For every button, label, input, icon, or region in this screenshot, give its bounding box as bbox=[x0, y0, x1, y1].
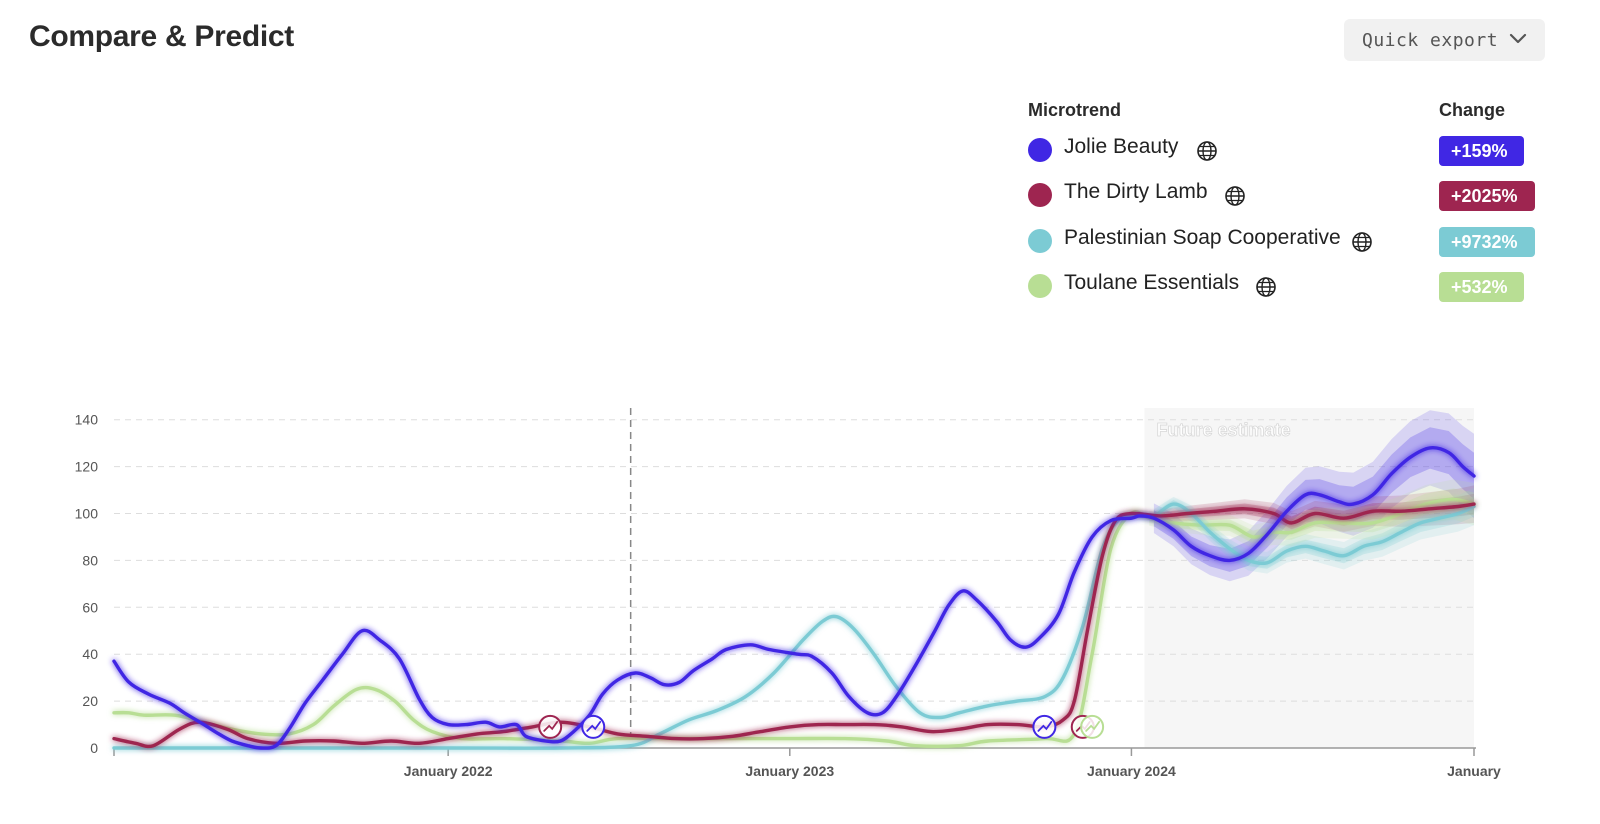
legend-color-dot bbox=[1028, 138, 1052, 162]
page-title: Compare & Predict bbox=[29, 20, 294, 53]
legend-item[interactable]: Jolie Beauty +159% bbox=[1028, 133, 1548, 166]
y-tick-label: 80 bbox=[82, 552, 98, 568]
legend-color-dot bbox=[1028, 183, 1052, 207]
trend-marker-icon bbox=[586, 720, 602, 732]
legend-item-label: Palestinian Soap Cooperative bbox=[1064, 226, 1341, 249]
confidence-band bbox=[1153, 410, 1474, 582]
legend-item-label: The Dirty Lamb bbox=[1064, 180, 1208, 203]
legend-header-change: Change bbox=[1439, 100, 1506, 120]
confidence-band bbox=[1149, 488, 1474, 544]
trend-marker-icon bbox=[1037, 720, 1053, 732]
change-badge: +2025% bbox=[1439, 181, 1535, 211]
series-line bbox=[112, 497, 1476, 748]
series-line bbox=[112, 446, 1476, 750]
legend-item-label: Jolie Beauty bbox=[1064, 135, 1179, 158]
legend-item[interactable]: Palestinian Soap Cooperative +9732% bbox=[1028, 224, 1548, 257]
y-tick-label: 0 bbox=[90, 740, 98, 756]
trend-marker-icon bbox=[543, 720, 559, 732]
x-tick-label: January bbox=[1447, 763, 1501, 779]
confidence-band bbox=[1153, 427, 1474, 572]
x-tick-label: January 2023 bbox=[745, 763, 834, 779]
future-estimate-label: Future estimate bbox=[1157, 420, 1291, 440]
y-tick-label: 20 bbox=[82, 693, 98, 709]
change-badge: +159% bbox=[1439, 136, 1524, 166]
globe-icon[interactable] bbox=[1351, 231, 1373, 253]
series-line bbox=[112, 502, 1476, 749]
legend-color-dot bbox=[1028, 274, 1052, 298]
legend-header-microtrend: Microtrend bbox=[1028, 100, 1122, 120]
change-badge: +532% bbox=[1439, 272, 1524, 302]
confidence-band bbox=[1160, 493, 1474, 530]
globe-icon[interactable] bbox=[1255, 276, 1277, 298]
quick-export-button[interactable]: Quick export bbox=[1344, 19, 1545, 61]
legend-item[interactable]: The Dirty Lamb +2025% bbox=[1028, 178, 1548, 211]
legend-item-label: Toulane Essentials bbox=[1064, 271, 1240, 294]
y-tick-label: 100 bbox=[75, 506, 99, 522]
trend-marker-icon bbox=[1085, 720, 1101, 732]
confidence-band bbox=[1160, 485, 1474, 535]
series-line bbox=[112, 502, 1476, 750]
change-badge: +9732% bbox=[1439, 227, 1535, 257]
y-tick-label: 120 bbox=[75, 459, 99, 475]
trend-chart: 0 20 40 60 80 100 120 140 Future estimate January… bbox=[75, 408, 1501, 779]
future-estimate-region bbox=[1144, 408, 1474, 748]
globe-icon[interactable] bbox=[1196, 140, 1218, 162]
globe-icon[interactable] bbox=[1224, 185, 1246, 207]
quick-export-label: Quick export bbox=[1362, 29, 1499, 51]
y-tick-label: 60 bbox=[82, 599, 98, 615]
chevron-down-icon bbox=[1509, 33, 1527, 44]
y-tick-label: 40 bbox=[82, 646, 98, 662]
y-tick-label: 140 bbox=[75, 412, 99, 428]
x-tick-label: January 2024 bbox=[1087, 763, 1176, 779]
legend-item[interactable]: Toulane Essentials +532% bbox=[1028, 269, 1548, 302]
legend-color-dot bbox=[1028, 229, 1052, 253]
x-tick-label: January 2022 bbox=[404, 763, 493, 779]
